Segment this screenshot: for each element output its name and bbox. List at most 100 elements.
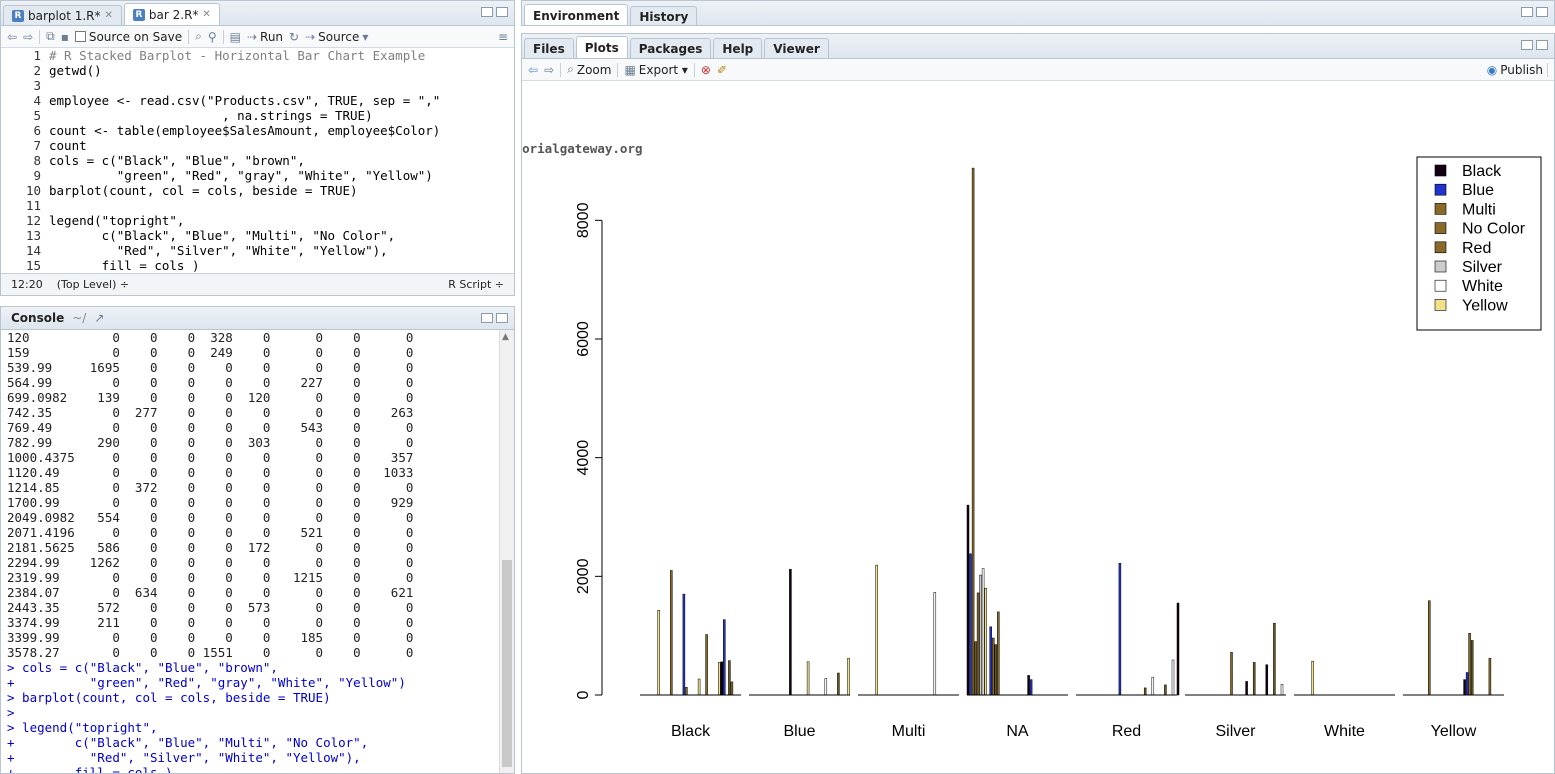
code-line[interactable]: 15 fill = cols ) <box>1 258 514 273</box>
maximize-button[interactable] <box>1536 7 1548 17</box>
code-text: count <- table(employee$SalesAmount, emp… <box>49 123 441 138</box>
run-label: Run <box>260 29 284 44</box>
legend: Black Blue Multi No Color Red Silver White Yell… <box>1416 156 1542 331</box>
code-line[interactable]: 7 count <box>1 138 514 153</box>
tab-files[interactable]: Files <box>524 38 574 58</box>
code-line[interactable]: 5 , na.strings = TRUE) <box>1 108 514 123</box>
code-line[interactable]: 8 cols = c("Black", "Blue", "brown", <box>1 153 514 168</box>
legend-swatch <box>1434 279 1447 292</box>
export-button[interactable]: ▦ Export ▾ <box>624 63 687 77</box>
next-plot-icon[interactable]: ⇨ <box>544 62 555 77</box>
console-line: 159 0 0 0 249 0 0 0 0 <box>7 345 414 360</box>
bar <box>1465 672 1469 696</box>
console-line: 2181.5625 586 0 0 0 172 0 0 0 <box>7 540 414 555</box>
code-line[interactable]: 3 <box>1 78 514 93</box>
code-line[interactable]: 9 "green", "Red", "gray", "White", "Yell… <box>1 168 514 183</box>
show-in-window-icon[interactable]: ⧉ <box>46 29 55 43</box>
tab-plots[interactable]: Plots <box>575 36 628 58</box>
bar <box>670 570 673 696</box>
bar <box>1252 662 1256 696</box>
code-line[interactable]: 12 legend("topright", <box>1 213 514 228</box>
legend-label: No Color <box>1462 221 1526 238</box>
console-line: 742.35 0 277 0 0 0 0 0 263 <box>7 405 414 420</box>
y-tick-label: 2000 <box>575 558 592 594</box>
zoom-button[interactable]: ⌕ Zoom <box>567 62 611 77</box>
bar <box>728 660 731 696</box>
code-editor[interactable]: 1 # R Stacked Barplot - Horizontal Bar Ch… <box>1 48 514 274</box>
scroll-thumb[interactable] <box>502 560 512 767</box>
broom-icon[interactable]: ✐ <box>716 62 728 77</box>
maximize-button[interactable] <box>1536 40 1548 50</box>
minimize-button[interactable] <box>481 313 493 323</box>
file-type-selector[interactable]: R Script ÷ <box>448 278 504 291</box>
toolbar-separator <box>188 29 190 44</box>
search-icon[interactable]: ⌕ <box>195 29 202 43</box>
minimize-button[interactable] <box>481 7 493 17</box>
editor-tabbar: R barplot 1.R* ✕ R bar 2.R* ✕ <box>1 1 514 26</box>
bar <box>1311 660 1314 696</box>
go-to-directory-icon[interactable]: ↗ <box>94 311 105 325</box>
back-arrow-icon[interactable]: ⇦ <box>7 29 18 44</box>
tab-history[interactable]: History <box>630 6 698 25</box>
console-scrollbar[interactable]: ▲ <box>499 330 514 773</box>
code-line[interactable]: 14 "Red", "Silver", "White", "Yellow"), <box>1 243 514 258</box>
run-button[interactable]: ⇢ Run <box>247 30 283 44</box>
bar <box>1468 633 1471 696</box>
tab-environment[interactable]: Environment <box>524 4 629 25</box>
checkbox-icon[interactable] <box>74 31 86 42</box>
code-line[interactable]: 10 barplot(count, col = cols, beside = TR… <box>1 183 514 198</box>
tab-bar-2[interactable]: R bar 2.R* ✕ <box>123 3 220 25</box>
maximize-button[interactable] <box>496 313 508 323</box>
console-header: Console ~/ ↗ <box>1 307 514 330</box>
chevron-down-icon: ▾ <box>362 29 369 44</box>
code-line[interactable]: 1 # R Stacked Barplot - Horizontal Bar Ch… <box>1 48 514 63</box>
y-tick-label: 0 <box>575 690 592 699</box>
close-icon[interactable]: ✕ <box>104 10 113 21</box>
code-line[interactable]: 13 c("Black", "Blue", "Multi", "No Color… <box>1 228 514 243</box>
bar <box>1488 657 1492 696</box>
remove-plot-icon[interactable]: ⊗ <box>700 62 711 77</box>
legend-swatch <box>1434 222 1447 234</box>
publish-button[interactable]: ◉ Publish <box>1487 63 1543 77</box>
forward-arrow-icon[interactable]: ⇨ <box>23 29 34 44</box>
save-icon[interactable]: ▪ <box>60 29 69 44</box>
console-line: 782.99 290 0 0 0 303 0 0 0 <box>7 435 414 450</box>
scroll-up-icon[interactable]: ▲ <box>502 332 509 342</box>
previous-plot-icon[interactable]: ⇦ <box>528 62 539 77</box>
scope-selector[interactable]: (Top Level) ÷ <box>56 278 130 291</box>
code-line[interactable]: 6 count <- table(employee$SalesAmount, em… <box>1 123 514 138</box>
code-text: c("Black", "Blue", "Multi", "No Color", <box>49 228 396 243</box>
console-output[interactable]: 120 0 0 0 328 0 0 0 0 159 0 0 0 249 0 0 0… <box>1 330 500 773</box>
compile-report-icon[interactable]: ▤ <box>229 29 241 44</box>
console-line: 564.99 0 0 0 0 0 227 0 0 <box>7 375 414 390</box>
rerun-icon[interactable]: ↻ <box>289 29 300 44</box>
tab-help[interactable]: Help <box>713 38 763 58</box>
code-text: "Red", "Silver", "White", "Yellow"), <box>49 243 388 258</box>
tab-packages[interactable]: Packages <box>629 38 712 58</box>
code-line[interactable]: 4 employee <- read.csv("Products.csv", TR… <box>1 93 514 108</box>
x-tick-label: White <box>1324 723 1365 740</box>
source-button[interactable]: ⇢ Source ▾ <box>305 30 368 44</box>
tab-viewer[interactable]: Viewer <box>764 38 829 58</box>
tab-barplot-1[interactable]: R barplot 1.R* ✕ <box>3 5 122 25</box>
outline-icon[interactable]: ≡ <box>497 29 508 44</box>
bar <box>806 661 810 696</box>
close-icon[interactable]: ✕ <box>202 9 211 20</box>
bar <box>720 661 724 696</box>
code-line[interactable]: 11 <box>1 198 514 213</box>
wand-icon[interactable]: ⚲ <box>207 29 217 44</box>
source-on-save-checkbox[interactable]: Source on Save <box>74 30 182 44</box>
console-line: 1700.99 0 0 0 0 0 0 0 929 <box>7 495 414 510</box>
code-line[interactable]: 2 getwd() <box>1 63 514 78</box>
maximize-button[interactable] <box>496 7 508 17</box>
legend-swatch <box>1434 260 1447 273</box>
console-line: 2319.99 0 0 0 0 0 1215 0 0 <box>7 570 414 585</box>
console-line: 2443.35 572 0 0 0 573 0 0 0 <box>7 600 414 615</box>
bar <box>1273 622 1276 696</box>
bar <box>789 568 792 696</box>
bar <box>1245 681 1248 696</box>
export-label: Export ▾ <box>638 62 688 77</box>
minimize-button[interactable] <box>1521 40 1533 50</box>
minimize-button[interactable] <box>1521 7 1533 17</box>
console-path: ~/ <box>72 311 87 325</box>
